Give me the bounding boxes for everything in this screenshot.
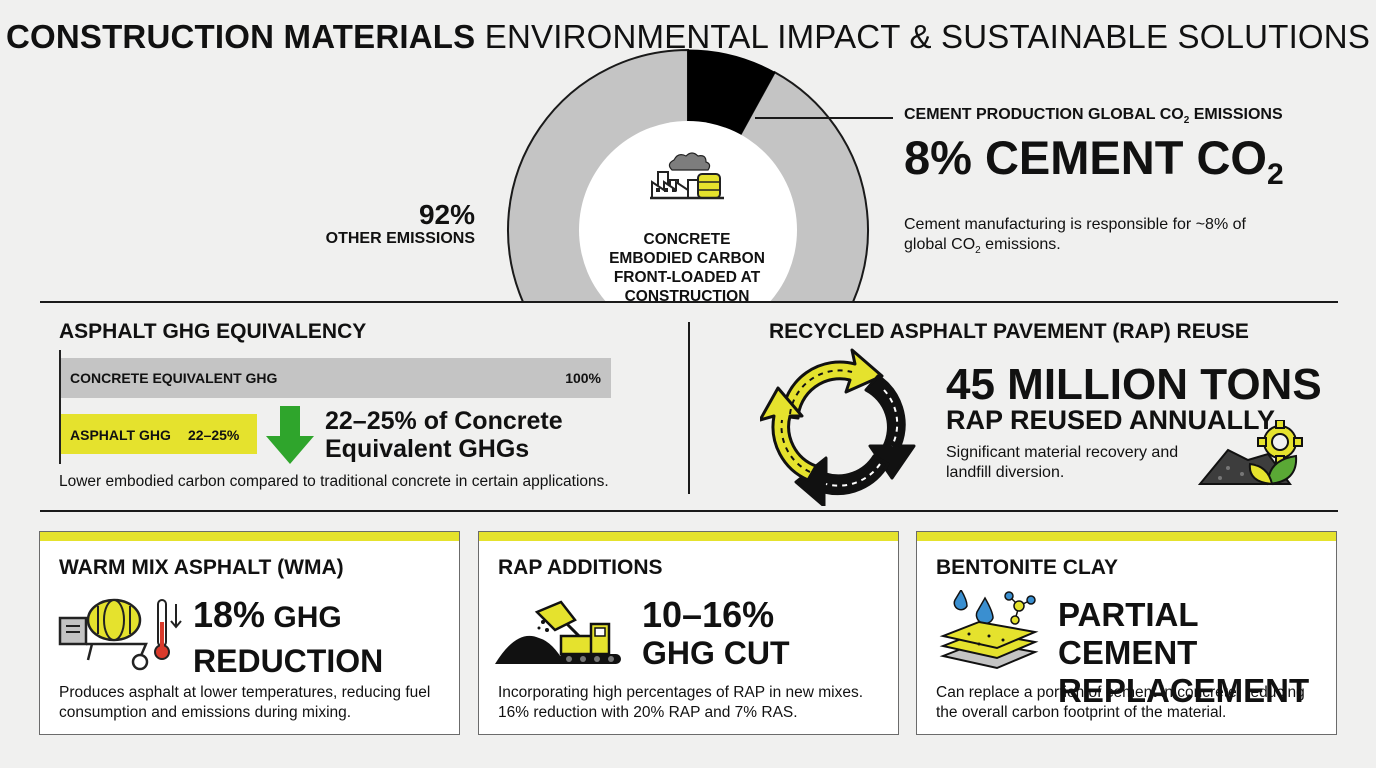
donut-center-label: CONCRETE EMBODIED CARBON FRONT-LOADED AT… bbox=[609, 231, 765, 305]
other-emissions-percent: 92% bbox=[418, 199, 475, 230]
divider-vertical bbox=[688, 322, 690, 494]
cement-desc-text: Cement manufacturing is responsible for … bbox=[904, 216, 1246, 254]
clay-layers-molecule-icon bbox=[939, 590, 1039, 670]
cement-description: Cement manufacturing is responsible for … bbox=[904, 215, 1284, 261]
asphalt-section-title: ASPHALT GHG EQUIVALENCY bbox=[59, 320, 367, 343]
other-emissions-label: OTHER EMISSIONS bbox=[325, 230, 475, 247]
card-stat-line2: GHG CUT bbox=[642, 635, 790, 671]
equiv-percent: 22–25% bbox=[325, 407, 417, 435]
card-stat-number: 10–16% bbox=[642, 594, 775, 635]
card-stat-number: 18% bbox=[193, 594, 266, 635]
cement-kicker-sub: 2 bbox=[1183, 115, 1190, 127]
card-title: WARM MIX ASPHALT (WMA) bbox=[59, 556, 344, 579]
card-rap-additions: RAP ADDITIONS 10–16% GHG CUT Incorporati… bbox=[478, 531, 899, 735]
cement-kicker-end: EMISSIONS bbox=[1189, 106, 1283, 123]
card-description: Can replace a portion of cement in concr… bbox=[936, 684, 1305, 721]
material-pile-gear-icon bbox=[1198, 420, 1303, 486]
card-wma: WARM MIX ASPHALT (WMA) 18% GHG REDUCTION… bbox=[39, 531, 460, 735]
asphalt-equivalency-stat: 22–25% of Concrete Equivalent GHGs bbox=[325, 407, 625, 463]
cement-big-sub: 2 bbox=[1267, 158, 1284, 192]
recycle-arrows-icon bbox=[760, 348, 916, 506]
page-title: CONSTRUCTION MATERIALS ENVIRONMENTAL IMP… bbox=[0, 18, 1376, 56]
cement-big-text: 8% CEMENT CO bbox=[904, 131, 1267, 185]
cement-callout: CEMENT PRODUCTION GLOBAL CO2 EMISSIONS 8… bbox=[904, 106, 1344, 261]
divider-middle bbox=[40, 510, 1338, 512]
card-description: Incorporating high percentages of RAP in… bbox=[498, 684, 864, 721]
equiv-text: of Concrete Equivalent GHGs bbox=[325, 407, 563, 463]
cement-kicker: CEMENT PRODUCTION GLOBAL CO2 EMISSIONS bbox=[904, 106, 1344, 126]
asphalt-note: Lower embodied carbon compared to tradit… bbox=[59, 473, 609, 490]
cement-kicker-text: CEMENT PRODUCTION GLOBAL CO bbox=[904, 106, 1184, 123]
mixer-thermometer-icon bbox=[58, 598, 182, 671]
cement-desc-sub: 2 bbox=[975, 245, 981, 257]
bar-concrete: CONCRETE EQUIVALENT GHG 100% bbox=[61, 358, 611, 398]
bar-axis bbox=[59, 350, 61, 464]
bar-concrete-label: CONCRETE EQUIVALENT GHG bbox=[70, 370, 278, 386]
other-emissions-callout: 92% OTHER EMISSIONS bbox=[326, 200, 475, 248]
rap-sub-stat: RAP REUSED ANNUALLY bbox=[946, 405, 1276, 435]
down-arrow-icon bbox=[266, 406, 314, 464]
card-stat: PARTIAL CEMENT REPLACEMENT bbox=[1058, 596, 1336, 710]
card-stat: 10–16% GHG CUT bbox=[642, 596, 790, 672]
card-stat-line2: REPLACEMENT bbox=[1058, 672, 1310, 709]
card-title: BENTONITE CLAY bbox=[936, 556, 1119, 579]
divider-top bbox=[40, 301, 1338, 303]
cement-big-stat: 8% CEMENT CO2 bbox=[904, 132, 1344, 201]
rap-description: Significant material recovery and landfi… bbox=[946, 444, 1179, 481]
bar-asphalt-label: ASPHALT GHG bbox=[70, 427, 171, 443]
rap-big-stat: 45 MILLION TONS bbox=[946, 360, 1322, 409]
card-stat-unit: GHG bbox=[265, 601, 342, 634]
card-description: Produces asphalt at lower temperatures, … bbox=[59, 684, 431, 721]
card-stat: 18% GHG REDUCTION bbox=[193, 596, 383, 680]
bar-asphalt-value: 22–25% bbox=[188, 427, 240, 443]
rap-section-title: RECYCLED ASPHALT PAVEMENT (RAP) REUSE bbox=[769, 320, 1249, 343]
emissions-donut bbox=[507, 48, 893, 302]
card-stat-line1: PARTIAL CEMENT bbox=[1058, 596, 1198, 671]
donut-hole bbox=[579, 121, 797, 302]
cement-desc-end: emissions. bbox=[980, 236, 1061, 254]
card-accent-bar bbox=[40, 532, 459, 541]
dump-truck-icon bbox=[495, 600, 621, 664]
title-bold: CONSTRUCTION MATERIALS bbox=[5, 18, 476, 55]
card-stat-line2: REDUCTION bbox=[193, 643, 384, 679]
card-title: RAP ADDITIONS bbox=[498, 556, 663, 579]
card-accent-bar bbox=[917, 532, 1336, 541]
card-bentonite-clay: BENTONITE CLAY PARTIAL CEMENT REPLACEMEN… bbox=[916, 531, 1337, 735]
bar-asphalt: ASPHALT GHG 22–25% bbox=[61, 414, 257, 454]
title-light: ENVIRONMENTAL IMPACT & SUSTAINABLE SOLUT… bbox=[484, 18, 1371, 55]
bar-concrete-value: 100% bbox=[565, 370, 601, 386]
factory-icon bbox=[650, 152, 724, 200]
card-accent-bar bbox=[479, 532, 898, 541]
